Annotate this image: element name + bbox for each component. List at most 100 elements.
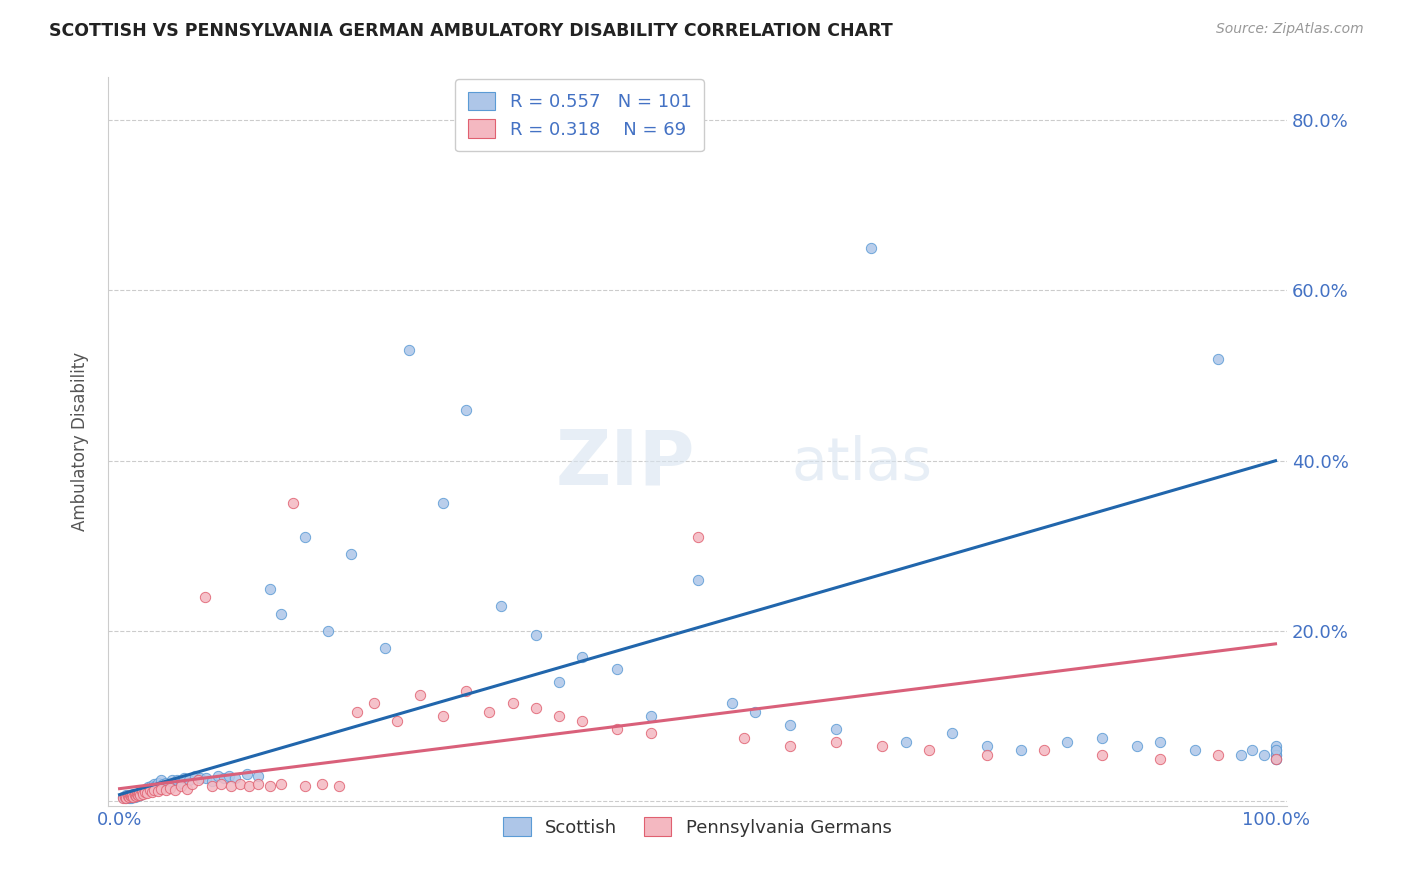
Point bbox=[131, 787, 153, 801]
Point bbox=[941, 726, 963, 740]
Point bbox=[311, 777, 333, 791]
Point bbox=[640, 726, 662, 740]
Point bbox=[721, 697, 744, 711]
Point bbox=[294, 530, 316, 544]
Point bbox=[131, 786, 153, 800]
Point bbox=[195, 771, 218, 785]
Point bbox=[181, 777, 204, 791]
Text: atlas: atlas bbox=[792, 435, 932, 491]
Point bbox=[117, 789, 139, 803]
Point bbox=[176, 781, 198, 796]
Point bbox=[125, 789, 148, 804]
Point bbox=[170, 775, 193, 789]
Point bbox=[143, 777, 166, 791]
Point bbox=[1264, 752, 1286, 766]
Point bbox=[229, 777, 252, 791]
Point bbox=[124, 789, 146, 803]
Point bbox=[118, 790, 141, 805]
Point bbox=[1253, 747, 1275, 762]
Point bbox=[1206, 351, 1229, 366]
Point bbox=[118, 789, 141, 804]
Point bbox=[136, 786, 159, 800]
Point bbox=[779, 739, 801, 753]
Point bbox=[139, 779, 162, 793]
Point bbox=[145, 779, 167, 793]
Point bbox=[152, 777, 174, 791]
Point bbox=[1264, 747, 1286, 762]
Point bbox=[136, 783, 159, 797]
Point bbox=[224, 771, 246, 785]
Point bbox=[247, 777, 270, 791]
Point bbox=[1010, 743, 1032, 757]
Point bbox=[194, 590, 217, 604]
Point bbox=[524, 700, 547, 714]
Point bbox=[209, 777, 232, 791]
Point bbox=[134, 785, 156, 799]
Point bbox=[117, 790, 139, 805]
Point bbox=[1264, 747, 1286, 762]
Text: ZIP: ZIP bbox=[555, 426, 696, 500]
Point bbox=[122, 787, 145, 801]
Point bbox=[138, 780, 160, 794]
Point bbox=[120, 791, 142, 805]
Point bbox=[1149, 752, 1171, 766]
Point bbox=[129, 786, 152, 800]
Point bbox=[872, 739, 894, 753]
Point bbox=[163, 782, 186, 797]
Point bbox=[115, 789, 138, 804]
Point bbox=[148, 781, 170, 796]
Point bbox=[571, 714, 593, 728]
Point bbox=[744, 705, 766, 719]
Point bbox=[128, 786, 150, 800]
Point bbox=[779, 718, 801, 732]
Point bbox=[131, 784, 153, 798]
Point bbox=[270, 777, 292, 791]
Point bbox=[146, 784, 169, 798]
Point bbox=[859, 241, 882, 255]
Point bbox=[346, 705, 368, 719]
Point bbox=[363, 697, 385, 711]
Point bbox=[159, 780, 181, 795]
Point bbox=[825, 722, 848, 736]
Point bbox=[1241, 743, 1264, 757]
Point bbox=[235, 767, 257, 781]
Point bbox=[117, 789, 139, 804]
Point bbox=[124, 789, 146, 803]
Point bbox=[733, 731, 755, 745]
Point bbox=[1056, 735, 1078, 749]
Point bbox=[141, 785, 163, 799]
Point bbox=[247, 769, 270, 783]
Point bbox=[121, 790, 143, 805]
Point bbox=[134, 784, 156, 798]
Point bbox=[125, 789, 148, 804]
Point bbox=[1264, 752, 1286, 766]
Point bbox=[207, 769, 229, 783]
Point bbox=[118, 789, 141, 803]
Legend: Scottish, Pennsylvania Germans: Scottish, Pennsylvania Germans bbox=[496, 810, 898, 844]
Point bbox=[1091, 747, 1114, 762]
Point bbox=[124, 790, 146, 805]
Point bbox=[259, 779, 281, 793]
Point bbox=[1033, 743, 1056, 757]
Point bbox=[606, 722, 628, 736]
Point bbox=[1091, 731, 1114, 745]
Point bbox=[138, 782, 160, 797]
Point bbox=[160, 773, 183, 788]
Point bbox=[547, 675, 569, 690]
Point bbox=[201, 779, 224, 793]
Point bbox=[524, 628, 547, 642]
Point bbox=[115, 791, 138, 805]
Point bbox=[114, 791, 136, 805]
Point bbox=[218, 769, 240, 783]
Point bbox=[219, 779, 242, 793]
Point bbox=[976, 747, 998, 762]
Point bbox=[1206, 747, 1229, 762]
Point bbox=[150, 781, 173, 796]
Point bbox=[478, 705, 501, 719]
Point bbox=[121, 788, 143, 802]
Point bbox=[125, 789, 148, 804]
Point bbox=[166, 773, 188, 788]
Point bbox=[131, 784, 153, 798]
Point bbox=[118, 791, 141, 805]
Point bbox=[686, 530, 709, 544]
